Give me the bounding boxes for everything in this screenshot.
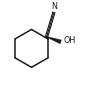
Text: OH: OH <box>64 36 76 45</box>
Text: N: N <box>51 2 57 11</box>
Polygon shape <box>46 36 62 44</box>
